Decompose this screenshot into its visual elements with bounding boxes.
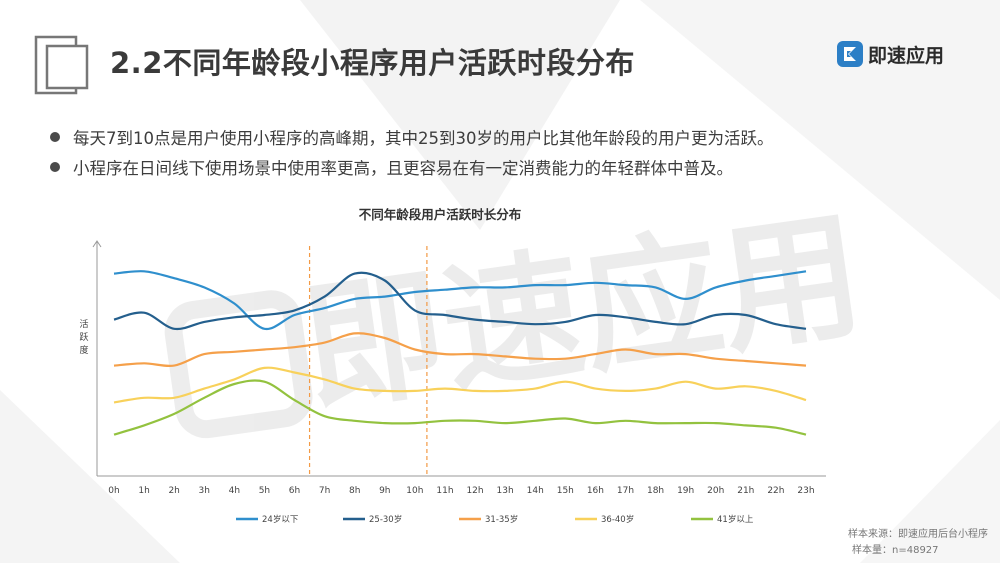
x-tick-label: 17h <box>617 486 634 496</box>
bullet-list: 每天7到10点是用户使用小程序的高峰期，其中25到30岁的用户比其他年龄段的用户… <box>50 122 774 182</box>
x-tick-label: 16h <box>587 486 604 496</box>
x-tick-label: 22h <box>767 486 784 496</box>
x-tick-label: 14h <box>527 486 544 496</box>
x-tick-label: 11h <box>436 486 453 496</box>
page-title: 2.2不同年龄段小程序用户活跃时段分布 <box>110 46 635 80</box>
series-line <box>113 271 807 331</box>
x-tick-label: 5h <box>259 486 270 496</box>
x-tick-label: 3h <box>199 486 210 496</box>
y-axis-arrow-icon <box>92 240 102 248</box>
legend-label: 25-30岁 <box>369 514 402 525</box>
x-tick-label: 6h <box>289 486 300 496</box>
bullet-text: 每天7到10点是用户使用小程序的高峰期，其中25到30岁的用户比其他年龄段的用户… <box>73 129 774 148</box>
x-tick-label: 23h <box>797 486 814 496</box>
x-tick-label: 21h <box>737 486 754 496</box>
chart-title: 不同年龄段用户活跃时长分布 <box>358 207 522 222</box>
source-note: 样本来源：即速应用后台小程序 样本量：n=48927 <box>848 527 988 559</box>
bullet-text: 小程序在日间线下使用场景中使用率更高，且更容易在有一定消费能力的年轻群体中普及。 <box>73 159 733 178</box>
x-tick-label: 7h <box>319 486 330 496</box>
x-tick-label: 10h <box>406 486 423 496</box>
sample-size-text: 样本量：n=48927 <box>852 545 939 556</box>
x-tick-label: 1h <box>138 486 149 496</box>
series-line <box>113 332 807 368</box>
brand-logo-icon <box>837 41 863 67</box>
brand-logo: 即速应用 <box>836 40 944 68</box>
x-tick-label: 9h <box>379 486 390 496</box>
y-axis-label: 活 <box>79 318 88 330</box>
title-frame-icon <box>34 35 89 95</box>
x-tick-label: 0h <box>108 486 119 496</box>
x-tick-label: 2h <box>168 486 179 496</box>
x-tick-label: 20h <box>707 486 724 496</box>
bullet-item: 小程序在日间线下使用场景中使用率更高，且更容易在有一定消费能力的年轻群体中普及。 <box>50 152 774 182</box>
y-axis-label: 跃 <box>79 332 88 343</box>
bullet-dot-icon <box>50 162 60 172</box>
x-tick-label: 18h <box>647 486 664 496</box>
legend-label: 41岁以上 <box>717 514 754 525</box>
x-tick-label: 8h <box>349 486 360 496</box>
series-line <box>113 366 807 404</box>
bullet-dot-icon <box>50 132 60 142</box>
x-tick-label: 12h <box>466 486 483 496</box>
legend-label: 36-40岁 <box>601 514 634 525</box>
bullet-item: 每天7到10点是用户使用小程序的高峰期，其中25到30岁的用户比其他年龄段的用户… <box>50 122 774 152</box>
source-text: 样本来源：即速应用后台小程序 <box>848 529 988 540</box>
x-tick-label: 19h <box>677 486 694 496</box>
series-line <box>113 379 807 436</box>
x-tick-label: 13h <box>497 486 514 496</box>
x-tick-label: 15h <box>557 486 574 496</box>
y-axis-label: 度 <box>79 344 88 356</box>
series-line <box>113 270 807 330</box>
brand-name: 即速应用 <box>868 44 945 67</box>
x-tick-label: 4h <box>229 486 240 496</box>
legend-label: 24岁以下 <box>262 514 299 525</box>
legend-label: 31-35岁 <box>485 514 518 525</box>
